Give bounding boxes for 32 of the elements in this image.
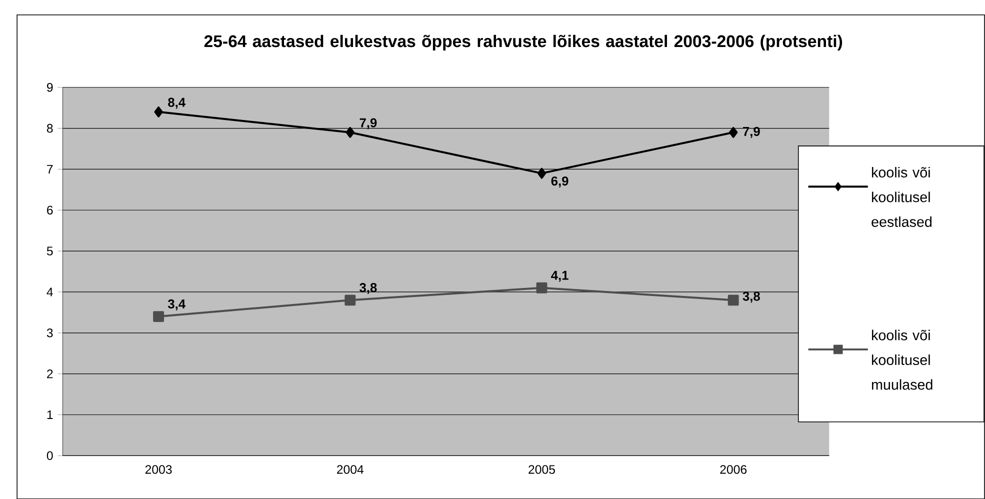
x-tick-label: 2004: [337, 464, 364, 474]
chart-title: 25-64 aastased elukestvas õppes rahvuste lõikes aastatel 2003-2006 (protsenti): [204, 34, 842, 50]
data-label: 4,1: [551, 270, 568, 282]
data-label: 7,9: [360, 118, 377, 130]
data-label: 6,9: [551, 176, 568, 188]
data-label: 3,8: [360, 282, 377, 294]
point: [536, 282, 548, 294]
data-label: 3,4: [168, 299, 186, 310]
y-tick-label: 8: [46, 124, 53, 132]
point: [344, 294, 356, 306]
y-tick-label: 6: [47, 206, 53, 214]
y-tick-label: 5: [46, 246, 53, 256]
data-label: 8,4: [168, 98, 186, 109]
point: [153, 310, 164, 322]
data-label: 3,8: [742, 292, 760, 302]
point: [728, 126, 738, 138]
text: koolis või koolitusel eestlased: [872, 166, 932, 227]
x-tick-label: 2006: [720, 464, 747, 474]
y-tick-label: 0: [46, 451, 53, 460]
point: [728, 294, 739, 306]
y-tick-label: 4: [46, 288, 53, 296]
point: [537, 168, 546, 179]
point: [346, 126, 354, 138]
point: [154, 106, 163, 118]
y-tick-label: 1: [47, 410, 53, 419]
y-tick-label: 9: [46, 82, 53, 92]
text: koolis või koolitusel muulased: [872, 330, 932, 390]
y-tick-label: 7: [47, 164, 53, 174]
x-tick-label: 2005: [528, 464, 555, 474]
x-tick-label: 2003: [145, 464, 172, 474]
y-tick-label: 3: [46, 328, 53, 338]
y-tick-label: 2: [47, 369, 53, 378]
